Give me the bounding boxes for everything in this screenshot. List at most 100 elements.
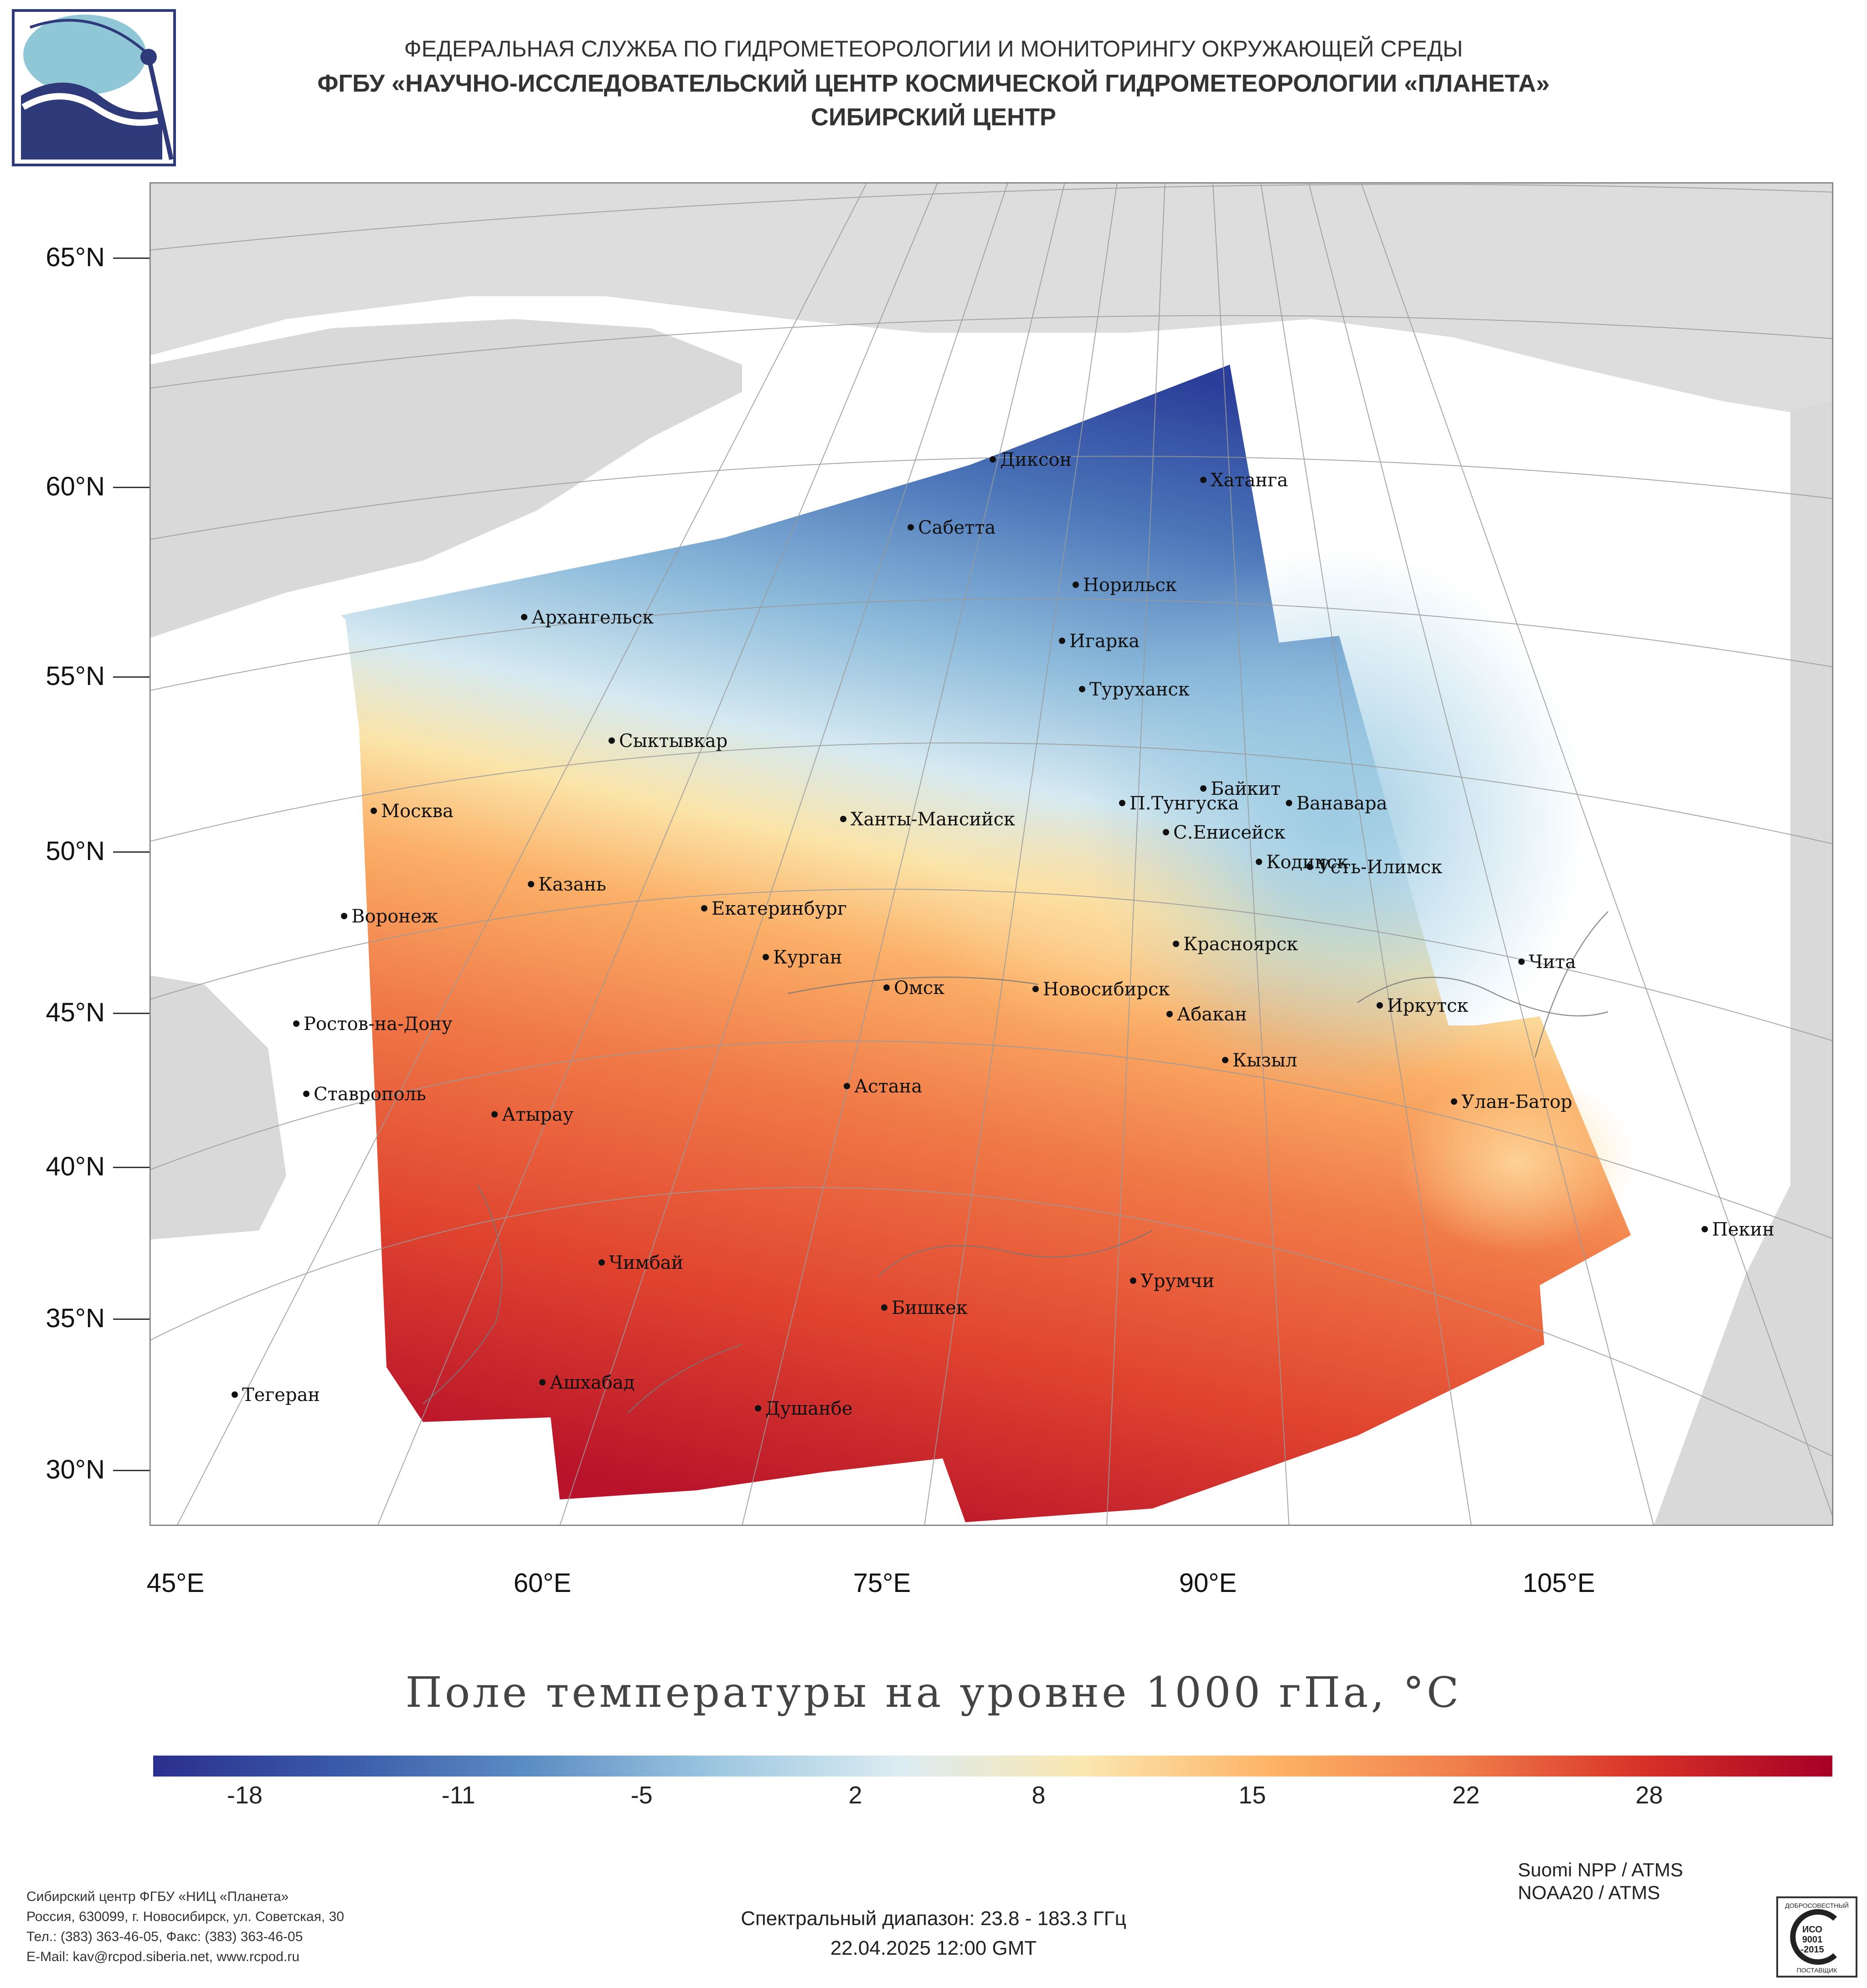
city-dot	[881, 1304, 887, 1311]
city-dot	[528, 881, 534, 887]
city-marker: Кызыл	[1222, 1050, 1297, 1071]
city-marker: Улан-Батор	[1451, 1092, 1572, 1112]
city-dot	[303, 1091, 309, 1097]
header-institute: ФГБУ «НАУЧНО-ИССЛЕДОВАТЕЛЬСКИЙ ЦЕНТР КОС…	[317, 70, 1550, 97]
latitude-label: 50°N	[46, 836, 105, 866]
iso-certification-badge: ДОБРОСОВЕСТНЫЙ ИСО 9001 -2015 ПОСТАВЩИК	[1776, 1896, 1858, 1978]
city-marker: Пекин	[1702, 1219, 1774, 1240]
city-label: Сыктывкар	[619, 731, 727, 752]
city-dot	[1307, 864, 1313, 870]
city-label: Чимбай	[609, 1252, 683, 1273]
city-dot	[1166, 1011, 1173, 1017]
city-label: Усть-Илимск	[1317, 857, 1442, 878]
latitude-label: 40°N	[46, 1152, 105, 1181]
city-label: Душанбе	[765, 1398, 853, 1419]
latitude-label: 55°N	[46, 661, 105, 691]
city-label: Ростов-на-Дону	[304, 1014, 453, 1035]
city-dot	[491, 1111, 498, 1118]
city-marker: Ростов-на-Дону	[293, 1014, 453, 1035]
city-marker: Атырау	[491, 1104, 574, 1125]
city-marker: Сыктывкар	[609, 731, 727, 752]
city-marker: Омск	[883, 978, 944, 999]
city-marker: С.Енисейск	[1163, 822, 1285, 843]
city-label: Ставрополь	[314, 1084, 426, 1105]
city-marker: Чита	[1518, 952, 1576, 973]
city-dot	[1073, 582, 1079, 588]
header-agency: ФЕДЕРАЛЬНАЯ СЛУЖБА ПО ГИДРОМЕТЕОРОЛОГИИ …	[404, 36, 1463, 62]
city-label: Кодинск	[1266, 852, 1348, 873]
city-marker: Новосибирск	[1032, 979, 1170, 1000]
city-marker: Ставрополь	[303, 1084, 426, 1105]
city-dot	[1702, 1226, 1708, 1232]
city-label: Атырау	[502, 1104, 574, 1125]
city-dot	[1059, 638, 1065, 644]
city-dot	[1256, 859, 1262, 865]
svg-text:ПОСТАВЩИК: ПОСТАВЩИК	[1797, 1967, 1838, 1974]
city-marker: Ханты-Мансийск	[840, 809, 1015, 830]
city-dot	[609, 737, 615, 744]
colorbar-tick-label: 15	[1238, 1782, 1266, 1809]
colorbar-tick-label: 2	[848, 1782, 862, 1809]
city-dot	[1163, 829, 1169, 835]
latitude-tick	[113, 1470, 150, 1471]
city-dot	[371, 808, 377, 814]
city-marker: Казань	[528, 874, 606, 895]
latitude-label: 65°N	[46, 242, 105, 272]
city-label: Тегеран	[242, 1385, 320, 1406]
colorbar-tick-label: 22	[1452, 1782, 1480, 1809]
city-marker: Душанбе	[755, 1398, 853, 1419]
colorbar-tick-label: -5	[630, 1782, 653, 1809]
city-label: Байкит	[1211, 778, 1281, 799]
city-dot	[1119, 800, 1125, 806]
city-dot	[883, 984, 890, 991]
svg-text:9001: 9001	[1802, 1935, 1823, 1945]
city-label: Архангельск	[531, 607, 654, 628]
city-dot	[293, 1020, 299, 1027]
land-arctic-islands	[150, 182, 1833, 419]
latitude-tick	[113, 851, 150, 853]
city-dot	[1518, 958, 1525, 965]
city-label: Кызыл	[1233, 1050, 1297, 1071]
city-label: Хатанга	[1211, 470, 1288, 491]
city-dot	[840, 816, 846, 822]
city-label: Урумчи	[1140, 1271, 1214, 1292]
city-label: Бишкек	[892, 1298, 968, 1318]
city-marker: Кодинск	[1256, 852, 1348, 873]
city-marker: Усть-Илимск	[1307, 857, 1442, 878]
latitude-tick	[113, 258, 150, 259]
city-label: Ашхабад	[550, 1372, 634, 1393]
city-marker: Туруханск	[1079, 679, 1190, 700]
latitude-tick	[113, 1318, 150, 1320]
city-label: Астана	[854, 1076, 922, 1097]
city-marker: Москва	[371, 801, 454, 822]
org-line: E-Mail: kav@rcpod.siberia.net, www.rcpod…	[26, 1949, 300, 1964]
svg-text:ИСО: ИСО	[1802, 1925, 1822, 1935]
city-dot	[539, 1379, 546, 1385]
city-marker: Архангельск	[521, 607, 654, 628]
city-dot	[1173, 941, 1179, 947]
latitude-tick	[113, 676, 150, 678]
longitude-label: 45°E	[146, 1568, 205, 1598]
latitude-label: 35°N	[46, 1303, 105, 1333]
longitude-label: 90°E	[1179, 1568, 1237, 1598]
city-dot	[1451, 1098, 1457, 1105]
land-scandinavia	[150, 319, 742, 638]
city-label: П.Тунгуска	[1129, 793, 1239, 814]
colorbar-tick-label: -11	[441, 1782, 475, 1809]
city-marker: Абакан	[1166, 1004, 1247, 1025]
latitude-label: 45°N	[46, 998, 105, 1027]
city-marker: Ванавара	[1286, 793, 1387, 814]
org-line: Сибирский центр ФГБУ «НИЦ «Планета»	[26, 1889, 289, 1904]
city-label: Пекин	[1712, 1219, 1774, 1240]
city-marker: Хатанга	[1200, 470, 1288, 491]
city-marker: Курган	[763, 947, 842, 968]
city-dot	[844, 1083, 850, 1089]
city-label: С.Енисейск	[1173, 822, 1285, 843]
city-label: Ханты-Мансийск	[851, 809, 1015, 830]
city-marker: Астана	[844, 1076, 922, 1097]
city-label: Казань	[538, 874, 606, 895]
land-east-asia	[1654, 401, 1833, 1526]
city-label: Москва	[381, 801, 454, 822]
city-label: Туруханск	[1089, 679, 1190, 700]
city-dot	[1377, 1002, 1383, 1009]
